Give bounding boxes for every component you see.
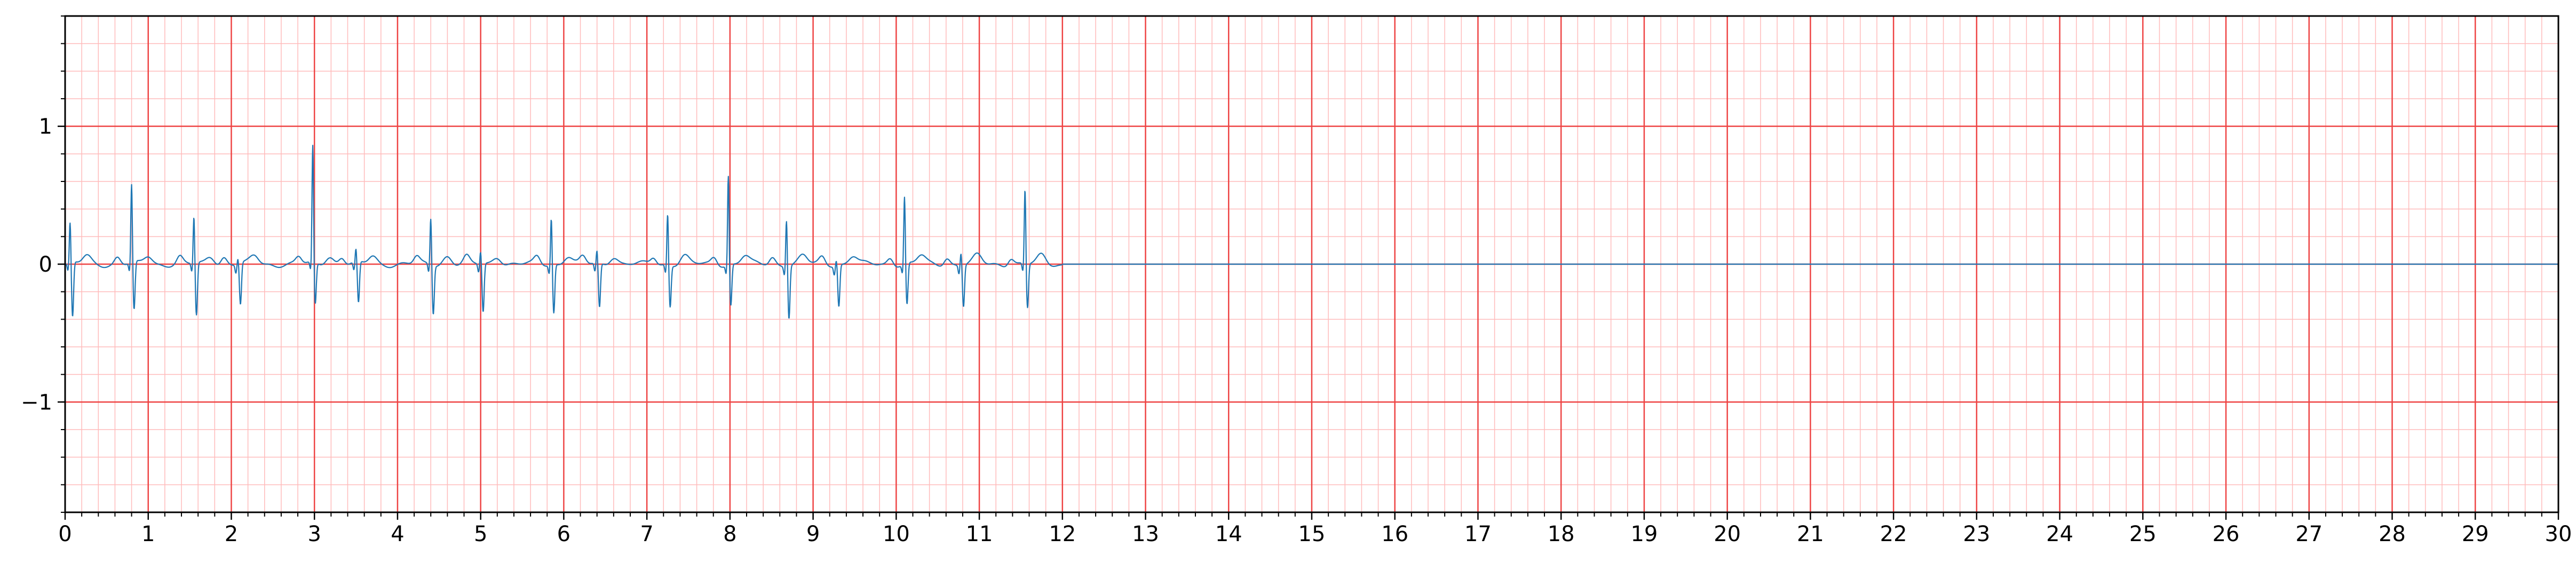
- y-tick-label: 0: [39, 252, 52, 277]
- x-tick-label: 13: [1132, 522, 1159, 546]
- x-tick-label: 9: [806, 522, 820, 546]
- x-tick-label: 4: [391, 522, 404, 546]
- x-tick-label: 16: [1381, 522, 1408, 546]
- x-tick-label: 1: [141, 522, 155, 546]
- x-tick-label: 26: [2213, 522, 2240, 546]
- x-tick-label: 29: [2462, 522, 2489, 546]
- x-tick-label: 21: [1797, 522, 1824, 546]
- x-tick-label: 17: [1464, 522, 1492, 546]
- x-tick-label: 23: [1963, 522, 1990, 546]
- x-tick-label: 3: [307, 522, 321, 546]
- x-tick-label: 14: [1215, 522, 1242, 546]
- x-tick-label: 7: [640, 522, 653, 546]
- y-tick-label: 1: [39, 115, 52, 139]
- x-tick-label: 10: [883, 522, 910, 546]
- x-tick-label: 25: [2129, 522, 2157, 546]
- x-tick-label: 20: [1714, 522, 1741, 546]
- x-tick-label: 18: [1548, 522, 1575, 546]
- x-tick-label: 8: [723, 522, 736, 546]
- y-tick-label: −1: [21, 390, 52, 415]
- x-tick-label: 30: [2545, 522, 2572, 546]
- x-tick-label: 12: [1049, 522, 1076, 546]
- x-tick-label: 24: [2046, 522, 2073, 546]
- x-tick-label: 11: [966, 522, 993, 546]
- x-tick-label: 2: [225, 522, 238, 546]
- x-tick-label: 22: [1880, 522, 1907, 546]
- x-tick-label: 0: [58, 522, 72, 546]
- x-tick-label: 5: [474, 522, 487, 546]
- x-tick-label: 6: [557, 522, 570, 546]
- x-tick-label: 28: [2379, 522, 2406, 546]
- x-tick-label: 15: [1298, 522, 1326, 546]
- ecg-signal-line: [65, 145, 1063, 319]
- plot-frame: [64, 15, 2559, 513]
- x-tick-label: 19: [1630, 522, 1658, 546]
- x-tick-label: 27: [2295, 522, 2323, 546]
- series-layer: [65, 145, 2558, 319]
- axis-ticks: 0 1 2 3 4 5 6 7 8 9 10 11 12 13 14 15 16 17 18 19 20 21 22 23 24…: [21, 15, 2572, 546]
